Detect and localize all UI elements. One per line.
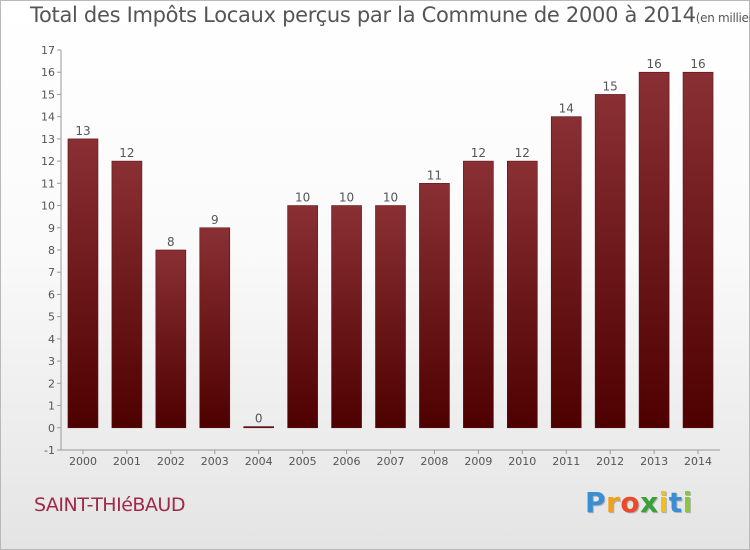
chart-title-text: Total des Impôts Locaux perçus par la Co… <box>30 3 696 27</box>
y-tick-label: 14 <box>41 111 55 124</box>
logo-letter: i <box>682 486 693 519</box>
bar-2002 <box>155 249 187 429</box>
bar-2008 <box>419 183 450 429</box>
bar-2006 <box>331 205 362 429</box>
y-tick-label: 0 <box>48 422 55 435</box>
y-tick-label: 16 <box>41 66 55 79</box>
y-tick-label: 8 <box>48 244 55 257</box>
y-tick-label: 3 <box>48 355 55 368</box>
data-label-2005: 10 <box>295 191 310 205</box>
y-tick-label: 9 <box>48 222 55 235</box>
chart-unit: (en milliers d'€) <box>695 11 750 25</box>
data-label-2008: 11 <box>427 168 442 182</box>
bar-2013 <box>638 71 670 429</box>
data-label-2001: 12 <box>119 146 134 160</box>
commune-name: SAINT-THIéBAUD <box>34 494 185 516</box>
x-tick-label-2014: 2014 <box>684 455 712 468</box>
x-tick-label-2011: 2011 <box>552 455 580 468</box>
y-tick-label: 6 <box>48 288 55 301</box>
logo-letter: r <box>606 486 621 519</box>
data-label-2000: 13 <box>75 124 90 138</box>
bar-2012 <box>594 94 626 429</box>
y-tick-label: -1 <box>44 444 55 457</box>
data-label-2002: 8 <box>167 235 175 249</box>
x-tick-label-2003: 2003 <box>201 455 229 468</box>
data-label-2010: 12 <box>515 146 530 160</box>
data-label-2003: 9 <box>211 213 219 227</box>
x-tick-label-2012: 2012 <box>596 455 624 468</box>
proxiti-logo: Proxiti <box>585 486 693 519</box>
x-tick-label-2006: 2006 <box>333 455 361 468</box>
y-tick-label: 13 <box>41 133 55 146</box>
data-label-2004: 0 <box>255 412 263 426</box>
x-tick-label-2004: 2004 <box>245 455 273 468</box>
data-label-2013: 16 <box>646 57 661 71</box>
bar-2000 <box>67 138 99 429</box>
logo-letter: t <box>668 486 683 519</box>
x-tick-label-2000: 2000 <box>69 455 97 468</box>
y-tick-label: 5 <box>48 311 55 324</box>
bar-2001 <box>111 160 143 429</box>
y-tick-label: 15 <box>41 88 55 101</box>
bar-2003 <box>199 227 231 429</box>
chart-data-labels: 13 12 8 9 0 10 10 10 11 12 12 14 15 16 16 <box>75 57 705 425</box>
bar-2014 <box>682 71 714 429</box>
bar-2004 <box>243 426 274 429</box>
y-tick-label: 4 <box>48 333 55 346</box>
data-label-2009: 12 <box>471 146 486 160</box>
y-tick-label: 12 <box>41 155 55 168</box>
y-tick-label: 17 <box>41 44 55 57</box>
logo-letter: P <box>585 486 607 519</box>
x-tick-label-2001: 2001 <box>113 455 141 468</box>
data-label-2011: 14 <box>559 102 574 116</box>
y-tick-label: 10 <box>41 200 55 213</box>
bar-2005 <box>287 205 318 429</box>
data-label-2012: 15 <box>603 79 618 93</box>
y-tick-label: 1 <box>48 400 55 413</box>
y-tick-label: 2 <box>48 377 55 390</box>
y-tick-label: 11 <box>41 177 55 190</box>
y-tick-label: 7 <box>48 266 55 279</box>
x-tick-label-2013: 2013 <box>640 455 668 468</box>
bar-2011 <box>550 116 582 429</box>
bar-2007 <box>375 205 406 429</box>
x-tick-label-2005: 2005 <box>289 455 317 468</box>
x-tick-label-2010: 2010 <box>508 455 536 468</box>
x-tick-label-2007: 2007 <box>377 455 405 468</box>
x-tick-label-2002: 2002 <box>157 455 185 468</box>
bar-2009 <box>463 160 494 429</box>
data-label-2006: 10 <box>339 191 354 205</box>
data-label-2007: 10 <box>383 191 398 205</box>
logo-letter: i <box>658 486 669 519</box>
logo-letter: o <box>620 486 641 519</box>
x-tick-label-2008: 2008 <box>420 455 448 468</box>
logo-letter: x <box>640 486 659 519</box>
chart-bars <box>67 71 714 429</box>
data-label-2014: 16 <box>690 57 705 71</box>
x-tick-label-2009: 2009 <box>464 455 492 468</box>
chart-title: Total des Impôts Locaux perçus par la Co… <box>30 3 750 27</box>
bar-2010 <box>506 160 538 429</box>
